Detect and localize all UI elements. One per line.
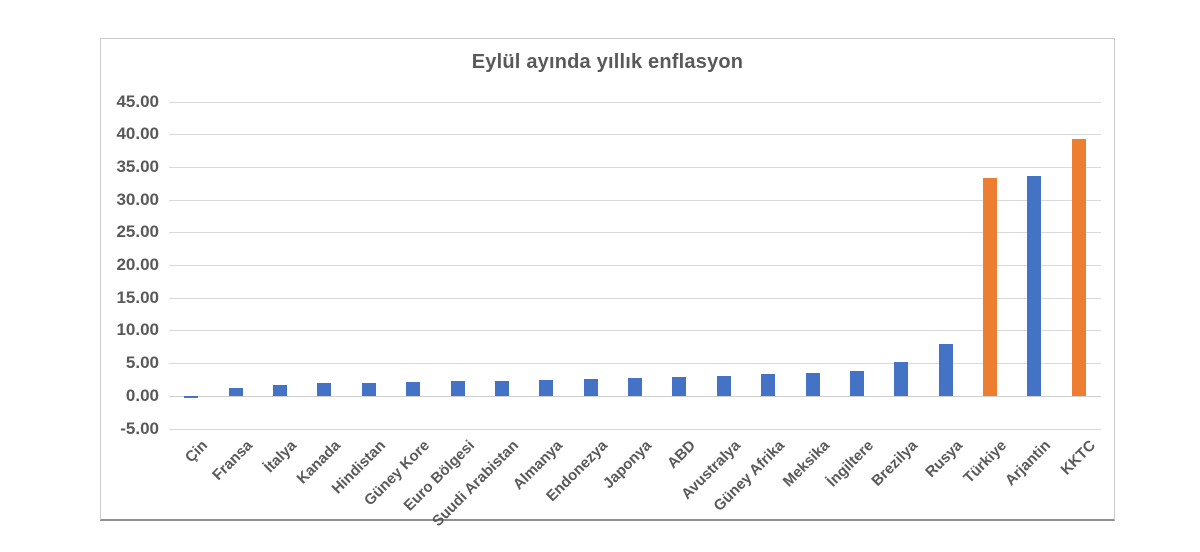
bar: [317, 383, 332, 396]
y-axis-tick-label: 0.00: [125, 385, 159, 405]
bar: [583, 378, 598, 396]
gridline: [169, 428, 1101, 430]
y-axis-tick-label: 35.00: [116, 156, 159, 176]
bar: [273, 385, 287, 396]
bar: [539, 380, 554, 396]
y-axis-tick-label: 10.00: [116, 320, 159, 340]
gridline: [169, 134, 1101, 136]
bar: [228, 388, 243, 396]
gridline: [169, 265, 1101, 266]
bar: [184, 395, 199, 399]
y-axis-tick-label: 40.00: [116, 124, 159, 144]
bar: [983, 178, 997, 396]
bar: [450, 381, 465, 396]
bar: [716, 376, 731, 396]
gridline: [169, 363, 1101, 365]
bar: [1027, 176, 1042, 396]
bar: [361, 382, 376, 396]
chart-panel: Eylül ayında yıllık enflasyon 45.00 40.00…: [100, 38, 1115, 529]
bar: [1071, 138, 1086, 396]
y-axis-tick-label: 5.00: [125, 353, 159, 373]
gridline: [169, 330, 1101, 332]
y-axis-tick-label: 15.00: [116, 287, 159, 307]
gridline: [169, 395, 1101, 397]
y-axis-tick-label: 20.00: [116, 255, 159, 274]
plot-area: 45.00 40.00 35.00 30.00 25.00 20.00 15.00 10.00…: [101, 39, 1114, 529]
bar: [894, 361, 909, 396]
gridline: [169, 232, 1101, 234]
gridline: [169, 199, 1101, 201]
bar: [494, 380, 509, 396]
bar: [805, 372, 820, 396]
y-axis-tick-label: 45.00: [116, 91, 159, 111]
bar: [761, 374, 776, 396]
gridline: [169, 166, 1101, 168]
bar: [672, 376, 687, 396]
gridline: [169, 297, 1101, 299]
chart-title: Eylül ayında yıllık enflasyon: [471, 51, 744, 73]
bar: [849, 370, 864, 396]
gridline: [169, 101, 1101, 103]
y-axis-tick-label: 25.00: [116, 222, 159, 242]
bar: [938, 343, 953, 396]
bar: [406, 382, 421, 396]
y-axis-tick-label: 30.00: [116, 189, 159, 209]
bar: [628, 378, 642, 396]
y-axis-tick-label: -5.00: [120, 418, 159, 438]
